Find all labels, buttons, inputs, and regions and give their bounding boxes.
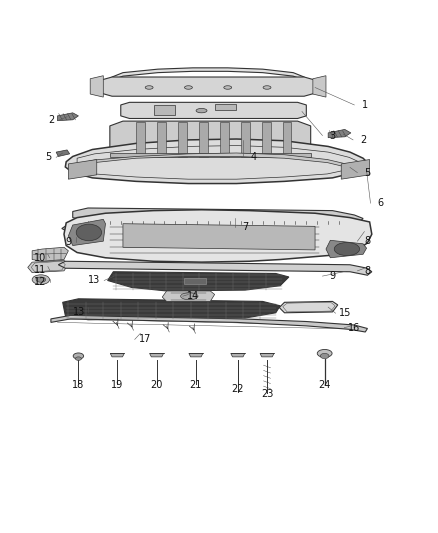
Polygon shape [65,139,367,183]
Ellipse shape [180,293,198,300]
Polygon shape [199,122,208,157]
Polygon shape [326,240,367,258]
Text: 9: 9 [329,271,336,281]
Polygon shape [77,153,348,167]
Ellipse shape [73,353,84,359]
Ellipse shape [145,86,153,89]
Text: 4: 4 [251,152,257,163]
Polygon shape [313,76,326,97]
Text: 12: 12 [34,277,46,287]
Text: 21: 21 [190,380,202,390]
Polygon shape [51,316,367,332]
Text: 20: 20 [150,380,163,390]
Polygon shape [136,122,145,157]
Polygon shape [123,224,315,250]
Text: 10: 10 [34,253,46,263]
Text: 22: 22 [232,384,244,394]
Polygon shape [150,353,163,357]
Polygon shape [189,353,203,357]
Text: 15: 15 [339,308,352,318]
Text: 16: 16 [348,322,360,333]
Polygon shape [110,153,311,157]
Polygon shape [58,261,372,275]
Polygon shape [184,278,206,284]
Text: 18: 18 [72,380,85,390]
Polygon shape [65,231,83,242]
Text: 13: 13 [88,276,101,286]
Polygon shape [262,122,271,157]
Ellipse shape [263,86,271,89]
Polygon shape [241,122,250,157]
Polygon shape [110,353,124,357]
Text: 5: 5 [45,152,51,163]
Text: 2: 2 [360,135,366,145]
Polygon shape [64,210,372,262]
Text: 24: 24 [318,380,331,390]
Text: 19: 19 [111,380,124,390]
Text: 7: 7 [242,222,248,232]
Text: 5: 5 [364,168,371,177]
Polygon shape [220,122,229,157]
Ellipse shape [196,108,207,113]
Polygon shape [283,122,291,157]
Polygon shape [28,261,68,272]
Polygon shape [341,159,370,179]
Polygon shape [73,208,363,227]
Text: 2: 2 [48,115,54,125]
Text: 8: 8 [364,236,371,246]
Ellipse shape [75,357,81,360]
Ellipse shape [317,350,332,357]
Polygon shape [101,77,315,96]
Polygon shape [68,159,97,179]
Polygon shape [178,122,187,157]
Text: 23: 23 [261,389,273,399]
Ellipse shape [224,86,232,89]
Text: 17: 17 [138,334,151,344]
Text: 1: 1 [362,100,368,110]
Polygon shape [90,76,103,97]
Polygon shape [215,104,237,110]
Ellipse shape [184,86,192,89]
Text: 8: 8 [364,266,371,276]
Polygon shape [328,130,351,138]
Polygon shape [279,302,338,313]
Polygon shape [32,247,68,261]
Polygon shape [162,291,215,302]
Polygon shape [260,353,274,357]
Ellipse shape [320,353,329,359]
Polygon shape [56,150,70,157]
Polygon shape [121,102,306,118]
Polygon shape [153,106,175,115]
Ellipse shape [36,277,46,282]
Polygon shape [108,272,289,291]
Text: 6: 6 [378,198,384,208]
Polygon shape [157,122,166,157]
Polygon shape [68,220,106,246]
Text: 13: 13 [73,308,85,317]
Text: 3: 3 [329,131,336,141]
Ellipse shape [32,275,49,285]
Ellipse shape [76,224,102,241]
Polygon shape [231,353,245,357]
Polygon shape [110,121,311,158]
Polygon shape [112,68,304,80]
Ellipse shape [334,243,360,256]
Text: 11: 11 [34,265,46,275]
Text: 14: 14 [187,291,199,301]
Polygon shape [62,224,370,239]
Text: 9: 9 [65,238,71,247]
Polygon shape [63,299,280,320]
Polygon shape [337,165,352,172]
Polygon shape [57,113,78,120]
